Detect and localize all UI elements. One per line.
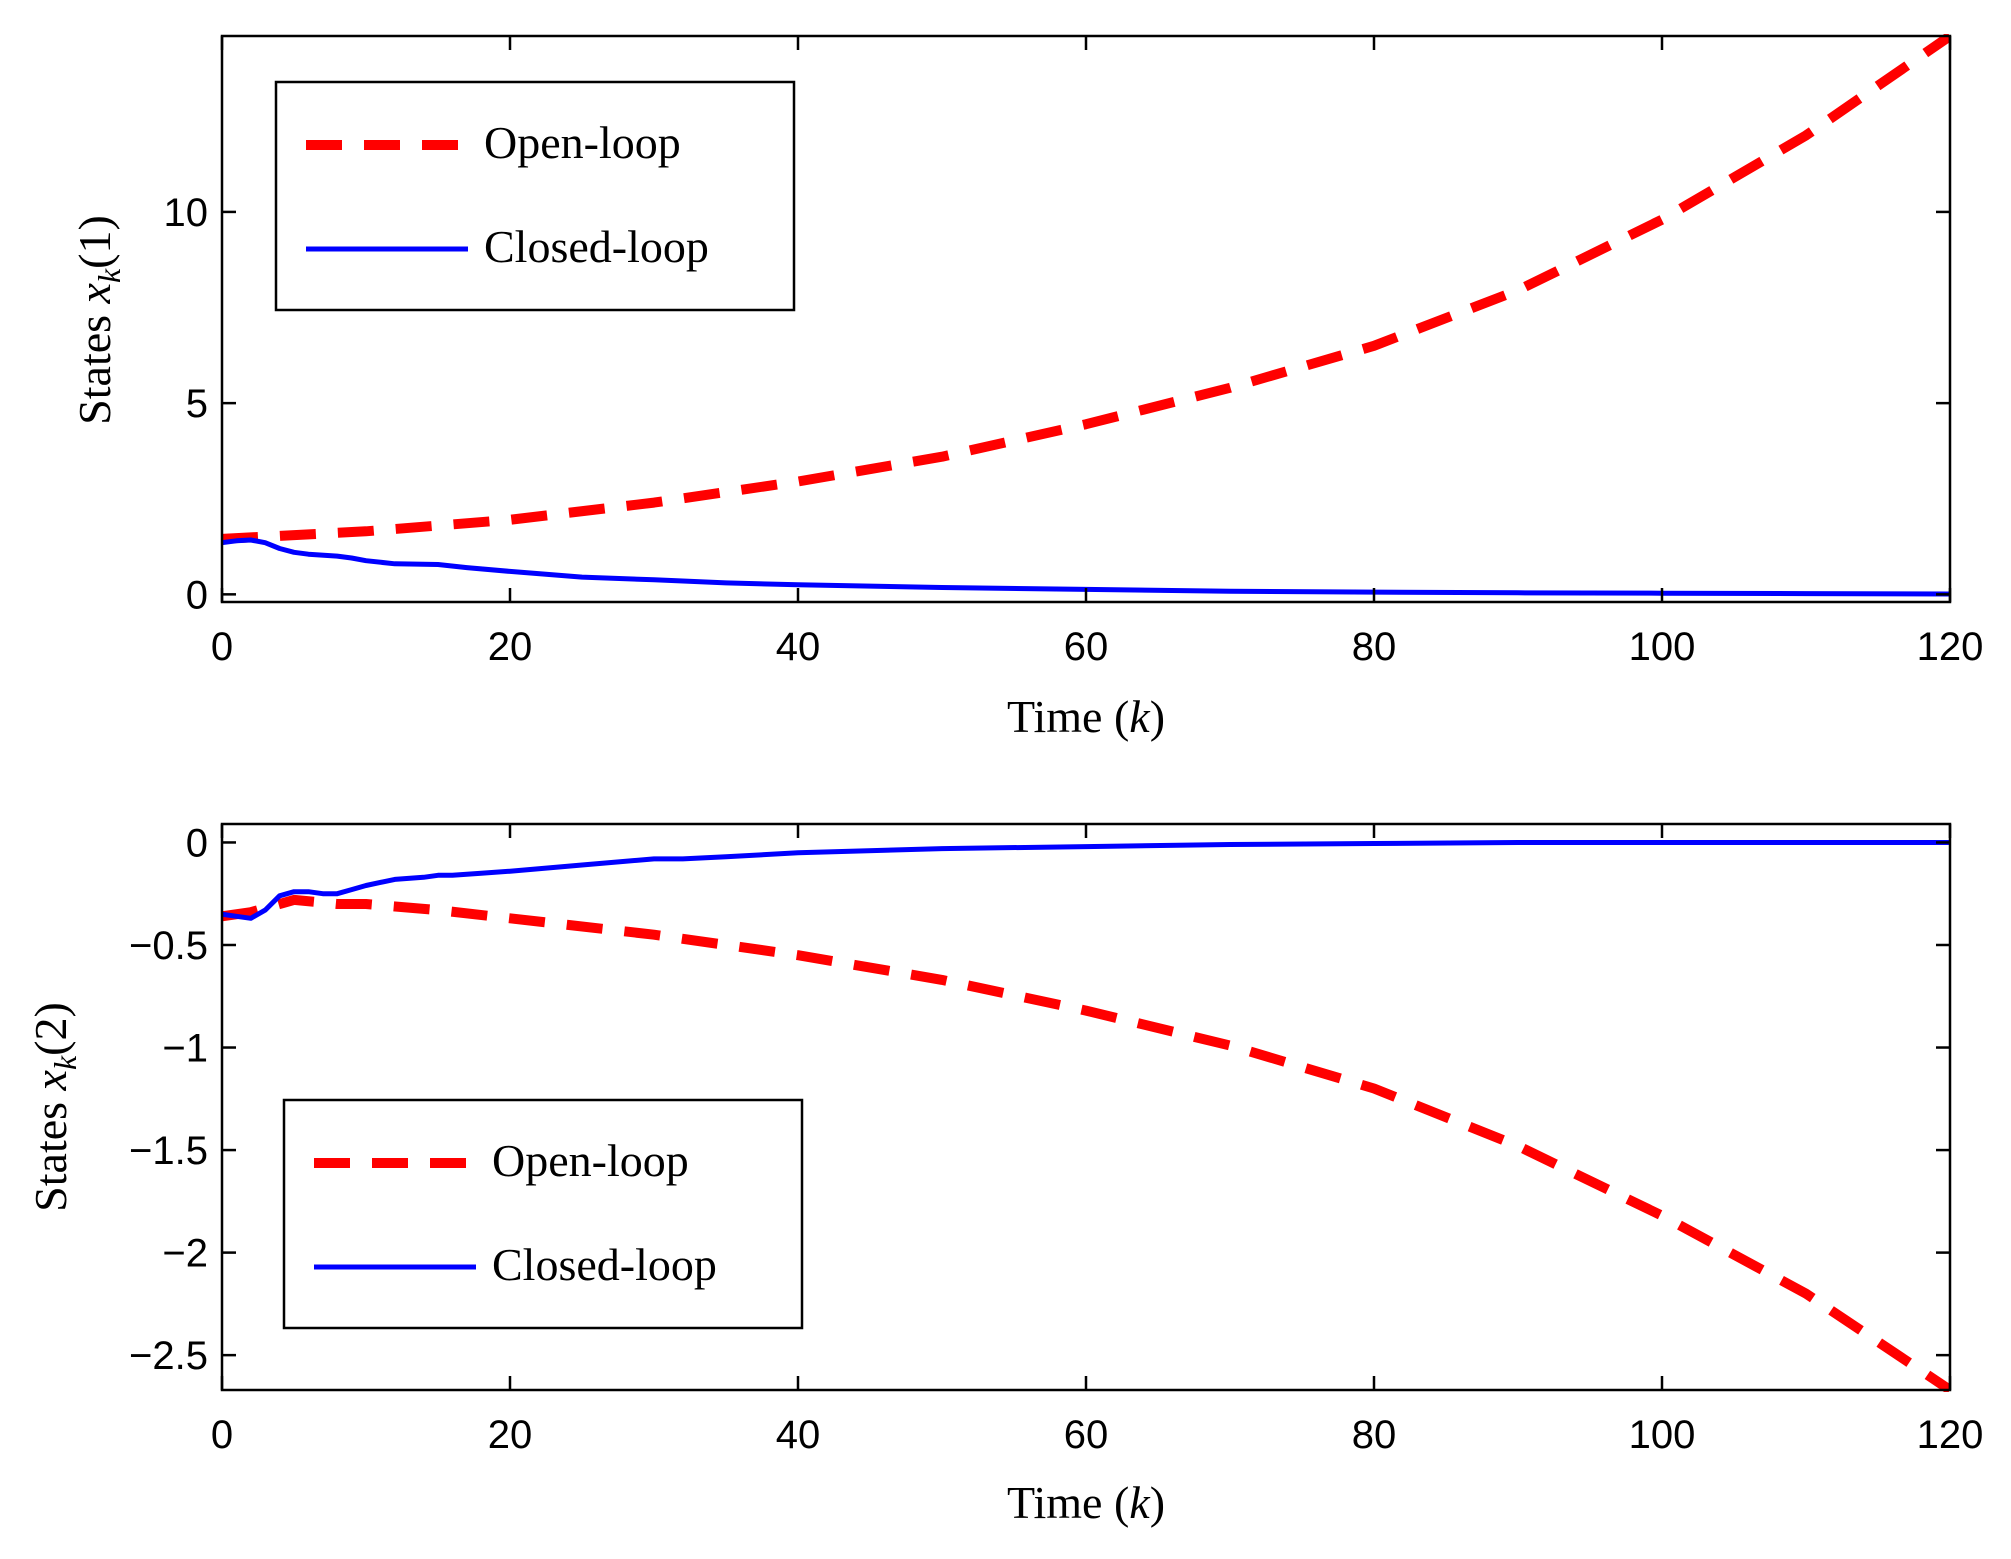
series-line-open-loop-1 [222,34,1950,544]
y-axis-label-1: States xk(1) [69,215,127,425]
y-tick-label-1-1: 5 [186,382,208,426]
legend-box-2 [282,1098,804,1330]
legend-label-open-loop-1: Open-loop [484,117,681,168]
x-tick-label-1-1: 20 [488,625,533,669]
ticks-group-1: 0 20 40 60 80 100 120 0 5 10 [164,36,1984,669]
series-group-1 [222,34,1950,597]
y-tick-label-2-0: 0 [186,821,208,865]
x-tick-label-2-6: 120 [1917,1413,1984,1457]
legend-box-1 [274,80,796,312]
subplot-2: 0 20 40 60 80 100 120 0 −0.5 −1 −1.5 −2 −2.5 States … [25,821,1983,1528]
legend-label-closed-loop-1: Closed-loop [484,221,709,272]
x-tick-label-1-2: 40 [776,625,821,669]
legend-1: Open-loop Closed-loop [274,80,796,312]
x-tick-label-1-0: 0 [211,625,233,669]
y-tick-label-2-2: −1 [162,1027,208,1071]
legend-2: Open-loop Closed-loop [282,1098,804,1330]
ticks-group-2: 0 20 40 60 80 100 120 0 −0.5 −1 −1.5 −2 −2.5 [129,821,1983,1457]
x-tick-label-2-2: 40 [776,1413,821,1457]
y-tick-label-2-3: −1.5 [129,1129,208,1173]
y-tick-label-1-0: 0 [186,573,208,617]
y-tick-label-2-1: −0.5 [129,924,208,968]
series-line-closed-loop-1 [222,537,1950,597]
series-group-2 [222,840,1950,1392]
legend-label-closed-loop-2: Closed-loop [492,1239,717,1290]
x-tick-label-2-3: 60 [1064,1413,1109,1457]
x-tick-label-2-0: 0 [211,1413,233,1457]
x-tick-label-2-5: 100 [1629,1413,1696,1457]
subplot-1: 0 20 40 60 80 100 120 0 5 10 States xk(1) Time (k… [69,34,1984,742]
x-tick-label-1-3: 60 [1064,625,1109,669]
y-axis-label-2: States xk(2) [25,1002,83,1212]
x-tick-label-1-5: 100 [1629,625,1696,669]
x-tick-label-1-4: 80 [1352,625,1397,669]
series-line-open-loop-2 [222,894,1950,1392]
x-axis-label-1: Time (k) [1007,691,1165,742]
x-axis-label-2: Time (k) [1007,1477,1165,1528]
legend-label-open-loop-2: Open-loop [492,1135,689,1186]
x-tick-label-2-1: 20 [488,1413,533,1457]
y-tick-label-1-2: 10 [164,191,209,235]
x-tick-label-1-6: 120 [1917,625,1984,669]
x-tick-label-2-4: 80 [1352,1413,1397,1457]
y-tick-label-2-5: −2.5 [129,1334,208,1378]
series-line-closed-loop-2 [222,840,1950,921]
y-tick-label-2-4: −2 [162,1232,208,1276]
